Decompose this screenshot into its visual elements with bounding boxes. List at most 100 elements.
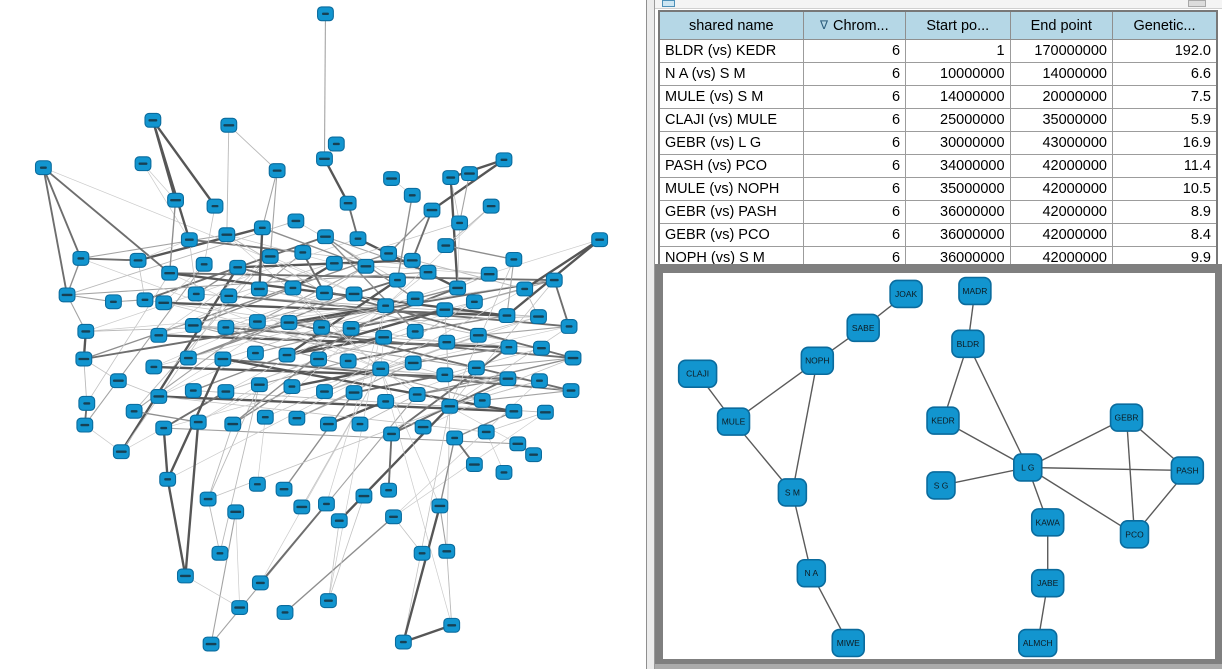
- network-node[interactable]: [161, 265, 179, 281]
- network-node[interactable]: [389, 272, 406, 288]
- small-network-canvas[interactable]: JOAK SABE NOPH CLAJI MULE S M N A MIWE MADR BLDR K…: [663, 273, 1215, 659]
- network-node[interactable]: [406, 291, 424, 307]
- value-cell[interactable]: 6.6: [1111, 62, 1218, 86]
- network-node[interactable]: [276, 605, 294, 620]
- network-node[interactable]: [339, 195, 357, 211]
- network-node[interactable]: [536, 404, 554, 420]
- network-node[interactable]: [505, 403, 523, 419]
- network-node[interactable]: [318, 496, 335, 512]
- network-node[interactable]: [385, 509, 402, 525]
- network-node[interactable]: [442, 170, 460, 185]
- network-node[interactable]: [431, 498, 449, 514]
- network-node[interactable]: [325, 255, 343, 271]
- network-node[interactable]: [287, 213, 305, 229]
- value-cell[interactable]: 6: [802, 131, 907, 155]
- value-cell[interactable]: 42000000: [1009, 177, 1113, 201]
- network-node[interactable]: [134, 156, 152, 172]
- network-node[interactable]: [531, 373, 548, 389]
- network-node[interactable]: [109, 373, 127, 389]
- network-node[interactable]: [247, 345, 264, 361]
- network-node[interactable]: [351, 416, 369, 432]
- value-cell[interactable]: 20000000: [1009, 85, 1113, 109]
- network-node[interactable]: [199, 491, 217, 507]
- network-node[interactable]: [465, 294, 483, 310]
- network-node[interactable]: [180, 232, 198, 248]
- network-node[interactable]: [480, 266, 498, 282]
- network-node[interactable]: [345, 385, 363, 400]
- network-node[interactable]: [58, 287, 76, 303]
- network-node[interactable]: MULE: [716, 407, 751, 436]
- network-node[interactable]: [394, 634, 412, 650]
- table-row[interactable]: GEBR (vs) L G 6 30000000 43000000 16.9: [658, 131, 1218, 155]
- value-cell[interactable]: 35000000: [1009, 108, 1113, 132]
- network-node[interactable]: NOPH: [800, 346, 835, 376]
- network-node[interactable]: [380, 246, 398, 261]
- network-node[interactable]: SABE: [846, 313, 880, 343]
- table-row[interactable]: N A (vs) S M 6 10000000 14000000 6.6: [658, 62, 1218, 86]
- network-node[interactable]: [495, 152, 513, 168]
- value-cell[interactable]: 10000000: [905, 62, 1011, 86]
- value-cell[interactable]: 10.5: [1111, 177, 1218, 201]
- network-node[interactable]: N A: [796, 558, 827, 588]
- network-node[interactable]: [293, 499, 311, 515]
- network-node[interactable]: [275, 481, 293, 497]
- network-node[interactable]: [461, 166, 478, 182]
- network-node[interactable]: [34, 160, 52, 176]
- network-node[interactable]: [159, 471, 177, 487]
- network-node[interactable]: [248, 476, 266, 492]
- network-node[interactable]: [516, 281, 534, 297]
- network-node[interactable]: [136, 292, 154, 308]
- edge-name-cell[interactable]: N A (vs) S M: [658, 62, 804, 86]
- network-node[interactable]: [375, 329, 393, 345]
- network-node[interactable]: [441, 398, 459, 414]
- network-node[interactable]: [383, 171, 400, 186]
- value-cell[interactable]: 6: [802, 154, 907, 178]
- value-cell[interactable]: 35000000: [905, 177, 1011, 201]
- value-cell[interactable]: 1: [905, 39, 1011, 63]
- network-node[interactable]: [313, 319, 330, 335]
- network-node[interactable]: [414, 419, 432, 435]
- network-node[interactable]: [220, 117, 238, 133]
- edge-name-cell[interactable]: BLDR (vs) KEDR: [658, 39, 804, 63]
- network-node[interactable]: [189, 414, 207, 430]
- network-node[interactable]: KAWA: [1030, 508, 1065, 537]
- network-node[interactable]: [564, 350, 582, 366]
- network-node[interactable]: [202, 636, 220, 652]
- network-node[interactable]: [155, 420, 173, 436]
- table-row[interactable]: CLAJI (vs) MULE 6 25000000 35000000 5.9: [658, 108, 1218, 132]
- network-node[interactable]: [406, 323, 424, 339]
- network-node[interactable]: [330, 513, 348, 529]
- network-node[interactable]: [403, 187, 421, 203]
- value-cell[interactable]: 170000000: [1009, 39, 1113, 63]
- value-cell[interactable]: 6: [802, 108, 907, 132]
- network-node[interactable]: [437, 238, 455, 254]
- network-node[interactable]: [195, 256, 213, 272]
- network-node[interactable]: [224, 416, 242, 432]
- table-row[interactable]: MULE (vs) S M 6 14000000 20000000 7.5: [658, 85, 1218, 109]
- edge-name-cell[interactable]: MULE (vs) S M: [658, 85, 804, 109]
- table-row[interactable]: MULE (vs) NOPH 6 35000000 42000000 10.5: [658, 177, 1218, 201]
- network-node[interactable]: [184, 318, 202, 333]
- network-node[interactable]: [112, 444, 130, 460]
- network-node[interactable]: [436, 302, 454, 318]
- value-cell[interactable]: 42000000: [1009, 223, 1113, 247]
- network-node[interactable]: [316, 151, 333, 167]
- edge-name-cell[interactable]: CLAJI (vs) MULE: [658, 108, 804, 132]
- value-cell[interactable]: 14000000: [1009, 62, 1113, 86]
- network-node[interactable]: [251, 575, 269, 591]
- value-cell[interactable]: 6: [802, 62, 907, 86]
- edge-name-cell[interactable]: GEBR (vs) L G: [658, 131, 804, 155]
- network-node[interactable]: [404, 355, 422, 371]
- network-node[interactable]: [436, 367, 454, 383]
- value-cell[interactable]: 30000000: [905, 131, 1011, 155]
- edge-name-cell[interactable]: GEBR (vs) PASH: [658, 200, 804, 224]
- edge-name-cell[interactable]: PASH (vs) PCO: [658, 154, 804, 178]
- filter-icon[interactable]: ∇: [819, 17, 829, 32]
- network-node[interactable]: BLDR: [951, 329, 985, 359]
- network-node[interactable]: PASH: [1170, 456, 1205, 485]
- network-node[interactable]: [78, 395, 96, 411]
- network-node[interactable]: [317, 6, 334, 22]
- network-node[interactable]: [467, 360, 485, 376]
- table-row[interactable]: BLDR (vs) KEDR 6 1 170000000 192.0: [658, 39, 1218, 63]
- value-cell[interactable]: 11.4: [1111, 154, 1218, 178]
